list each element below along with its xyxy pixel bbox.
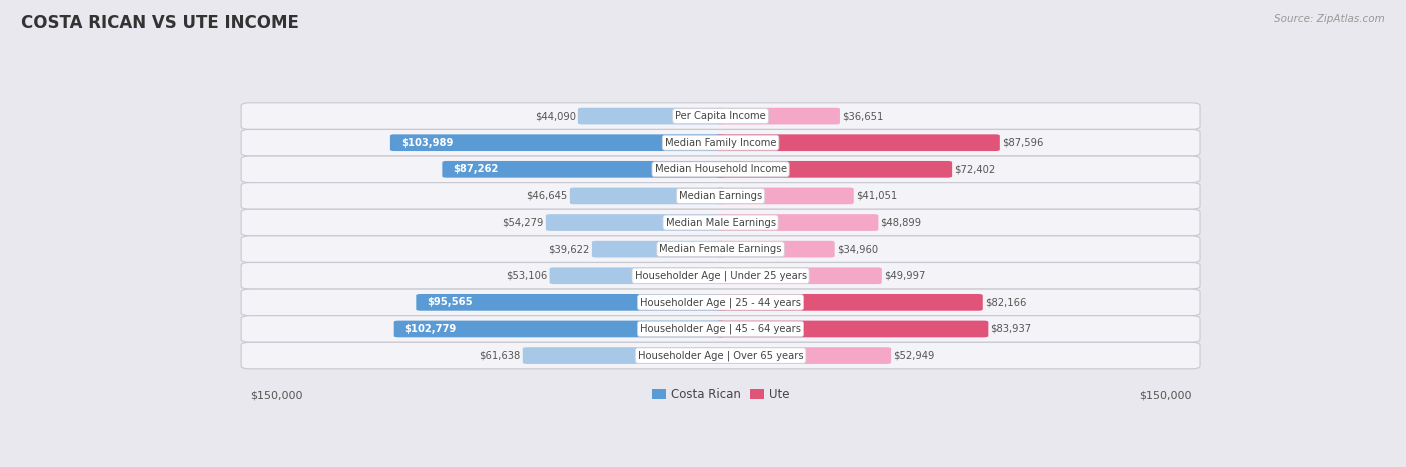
- Text: $44,090: $44,090: [534, 111, 575, 121]
- FancyBboxPatch shape: [550, 268, 725, 284]
- FancyBboxPatch shape: [242, 209, 1201, 236]
- Text: Householder Age | 45 - 64 years: Householder Age | 45 - 64 years: [640, 324, 801, 334]
- FancyBboxPatch shape: [546, 214, 725, 231]
- FancyBboxPatch shape: [242, 316, 1201, 342]
- Text: Median Male Earnings: Median Male Earnings: [665, 218, 776, 227]
- Text: $87,596: $87,596: [1002, 138, 1043, 148]
- FancyBboxPatch shape: [242, 103, 1201, 129]
- Text: $36,651: $36,651: [842, 111, 883, 121]
- Text: Per Capita Income: Per Capita Income: [675, 111, 766, 121]
- FancyBboxPatch shape: [242, 129, 1201, 156]
- FancyBboxPatch shape: [716, 268, 882, 284]
- Text: $61,638: $61,638: [479, 351, 520, 361]
- FancyBboxPatch shape: [592, 241, 725, 257]
- Text: $52,949: $52,949: [893, 351, 935, 361]
- Text: $82,166: $82,166: [986, 297, 1026, 307]
- Text: Median Family Income: Median Family Income: [665, 138, 776, 148]
- FancyBboxPatch shape: [569, 188, 725, 204]
- FancyBboxPatch shape: [242, 183, 1201, 209]
- Text: $83,937: $83,937: [990, 324, 1032, 334]
- Text: $39,622: $39,622: [548, 244, 589, 254]
- FancyBboxPatch shape: [716, 347, 891, 364]
- FancyBboxPatch shape: [416, 294, 725, 311]
- FancyBboxPatch shape: [716, 108, 839, 124]
- FancyBboxPatch shape: [716, 188, 853, 204]
- Text: $102,779: $102,779: [405, 324, 457, 334]
- Text: $150,000: $150,000: [250, 391, 302, 401]
- FancyBboxPatch shape: [242, 289, 1201, 316]
- FancyBboxPatch shape: [389, 134, 725, 151]
- Text: Median Earnings: Median Earnings: [679, 191, 762, 201]
- FancyBboxPatch shape: [242, 342, 1201, 369]
- Text: Householder Age | Under 25 years: Householder Age | Under 25 years: [634, 270, 807, 281]
- FancyBboxPatch shape: [523, 347, 725, 364]
- Text: $72,402: $72,402: [955, 164, 995, 174]
- Text: $49,997: $49,997: [884, 271, 925, 281]
- FancyBboxPatch shape: [716, 241, 835, 257]
- FancyBboxPatch shape: [394, 321, 725, 337]
- Text: $34,960: $34,960: [837, 244, 877, 254]
- Text: Householder Age | Over 65 years: Householder Age | Over 65 years: [638, 350, 803, 361]
- FancyBboxPatch shape: [242, 156, 1201, 183]
- FancyBboxPatch shape: [242, 262, 1201, 289]
- Text: $41,051: $41,051: [856, 191, 897, 201]
- Legend: Costa Rican, Ute: Costa Rican, Ute: [647, 384, 794, 406]
- FancyBboxPatch shape: [716, 321, 988, 337]
- Text: $54,279: $54,279: [502, 218, 544, 227]
- FancyBboxPatch shape: [716, 294, 983, 311]
- FancyBboxPatch shape: [716, 134, 1000, 151]
- Text: Source: ZipAtlas.com: Source: ZipAtlas.com: [1274, 14, 1385, 24]
- Text: $46,645: $46,645: [526, 191, 568, 201]
- Text: Median Female Earnings: Median Female Earnings: [659, 244, 782, 254]
- Text: $103,989: $103,989: [401, 138, 453, 148]
- Text: Householder Age | 25 - 44 years: Householder Age | 25 - 44 years: [640, 297, 801, 308]
- Text: $150,000: $150,000: [1139, 391, 1191, 401]
- FancyBboxPatch shape: [716, 214, 879, 231]
- FancyBboxPatch shape: [716, 161, 952, 177]
- FancyBboxPatch shape: [443, 161, 725, 177]
- Text: $53,106: $53,106: [506, 271, 547, 281]
- Text: $48,899: $48,899: [880, 218, 922, 227]
- FancyBboxPatch shape: [242, 236, 1201, 262]
- Text: Median Household Income: Median Household Income: [655, 164, 786, 174]
- Text: $87,262: $87,262: [453, 164, 499, 174]
- FancyBboxPatch shape: [578, 108, 725, 124]
- Text: $95,565: $95,565: [427, 297, 472, 307]
- Text: COSTA RICAN VS UTE INCOME: COSTA RICAN VS UTE INCOME: [21, 14, 299, 32]
